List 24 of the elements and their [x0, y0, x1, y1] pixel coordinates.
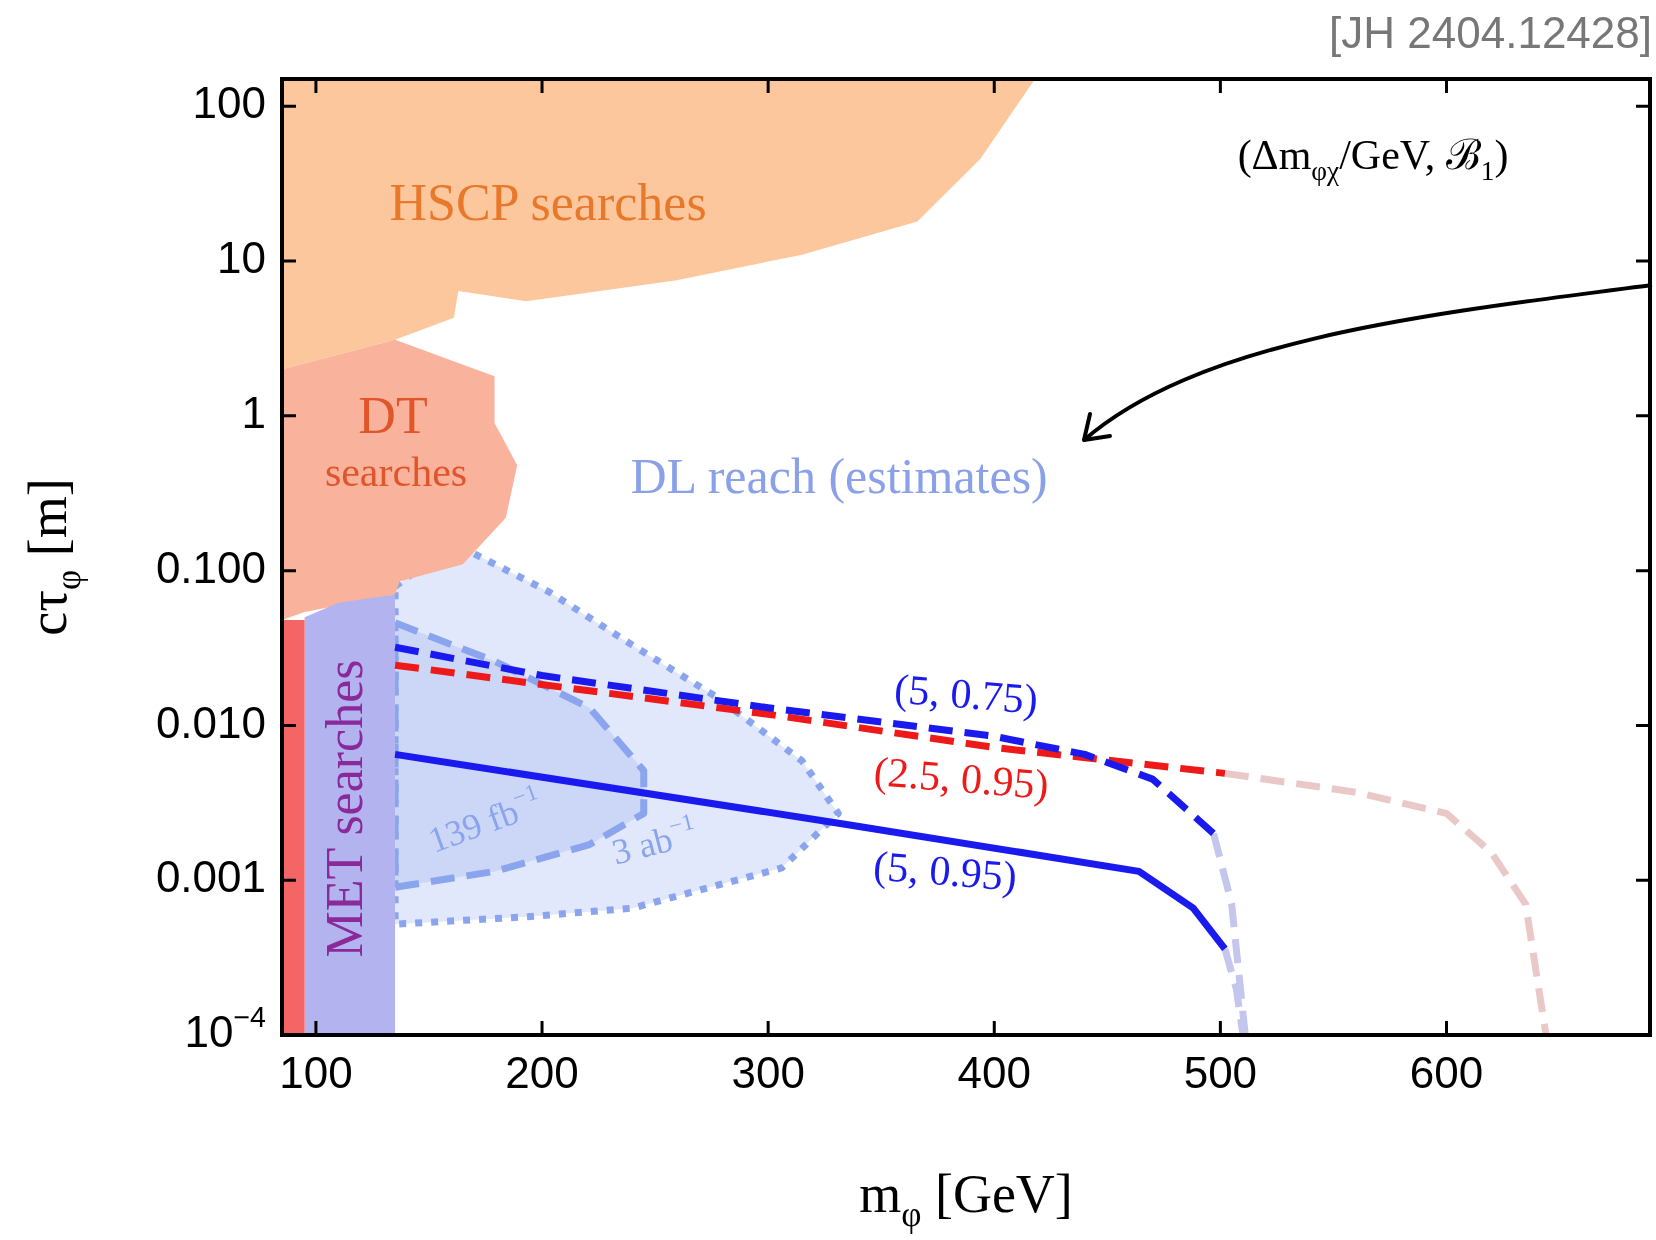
annotation: (5, 0.95) [871, 842, 1019, 901]
annotation: (2.5, 0.95) [872, 748, 1051, 809]
annotation: MET searches [315, 659, 373, 958]
x-tick-label: 100 [279, 1047, 353, 1097]
annotation: (5, 0.75) [892, 665, 1040, 724]
y-tick-label: 0.010 [155, 697, 266, 747]
annotation: 3 ab−1 [607, 807, 697, 873]
annotation: searches [324, 449, 468, 496]
text: [JH 2404.12428] [1329, 8, 1653, 58]
annotation: HSCP searches [389, 173, 707, 231]
y-tick-label: 10 [217, 233, 267, 283]
annotation: DT [358, 386, 428, 444]
x-tick-label: 300 [731, 1047, 805, 1097]
y-tick-label: 0.001 [155, 852, 266, 902]
x-tick-label: 600 [1409, 1047, 1484, 1097]
x-tick-label: 400 [957, 1047, 1031, 1097]
y-axis-title: cτφ [m] [18, 478, 89, 636]
y-tick-label: 1 [241, 387, 267, 437]
y-tick-label: 100 [192, 78, 267, 128]
x-tick-label: 500 [1183, 1047, 1258, 1097]
y-tick-label: 0.100 [155, 542, 266, 592]
x-tick-label: 200 [505, 1047, 579, 1097]
annotation: 139 fb−1 [422, 777, 541, 861]
annotation: DL reach (estimates) [630, 448, 1048, 505]
